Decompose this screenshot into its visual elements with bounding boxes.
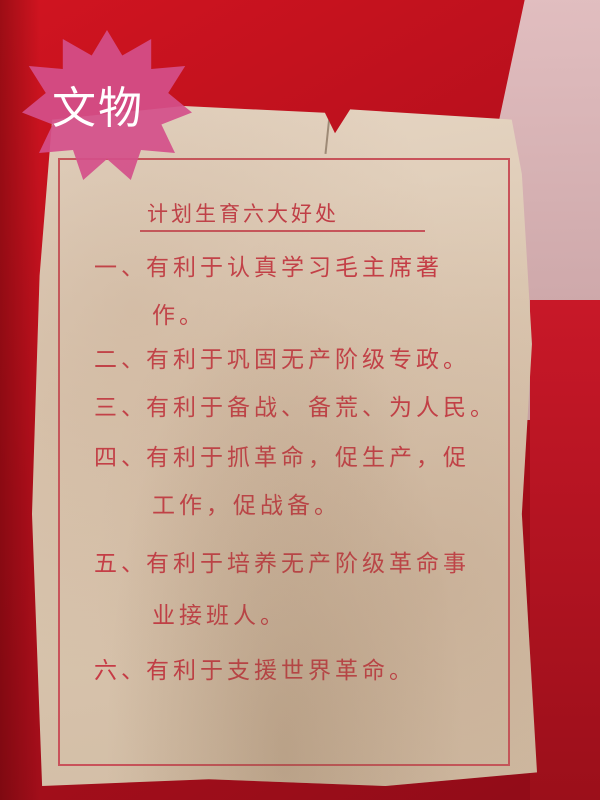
item-1-continuation: 作。 <box>152 303 206 329</box>
item-number: 四、 <box>94 445 148 471</box>
item-6: 六、有利于支援世界革命。 <box>94 651 416 685</box>
title-underline <box>140 230 425 232</box>
item-text: 有利于认真学习毛主席著 <box>146 255 443 281</box>
item-text: 有利于抓革命，促生产，促 <box>146 445 470 471</box>
background-shadow <box>0 0 40 800</box>
item-text: 有利于巩固无产阶级专政。 <box>146 347 470 373</box>
item-number: 二、 <box>94 347 148 373</box>
item-number: 三、 <box>94 395 148 421</box>
item-4: 四、有利于抓革命，促生产，促 <box>94 438 470 472</box>
item-1: 一、有利于认真学习毛主席著 <box>94 248 443 282</box>
paper-red-border <box>58 158 510 766</box>
item-5: 五、有利于培养无产阶级革命事 <box>94 544 470 578</box>
item-5-continuation: 业接班人。 <box>152 603 287 629</box>
item-number: 一、 <box>94 255 148 281</box>
poster-title: 计划生育六大好处 <box>147 202 339 226</box>
old-paper-sheet: 计划生育六大好处 一、有利于认真学习毛主席著 作。 二、有利于巩固无产阶级专政。… <box>32 106 537 786</box>
item-text: 有利于支援世界革命。 <box>146 658 416 684</box>
watermark-text: 文物 <box>52 83 144 134</box>
background-red-surface <box>530 300 600 800</box>
item-number: 五、 <box>94 551 148 577</box>
paper-tear <box>324 106 332 154</box>
item-2: 二、有利于巩固无产阶级专政。 <box>94 340 470 374</box>
item-text: 有利于培养无产阶级革命事 <box>146 551 470 577</box>
item-number: 六、 <box>94 658 148 684</box>
item-text: 有利于备战、备荒、为人民。 <box>146 395 497 421</box>
item-3: 三、有利于备战、备荒、为人民。 <box>94 388 497 422</box>
item-4-continuation: 工作，促战备。 <box>152 493 341 519</box>
